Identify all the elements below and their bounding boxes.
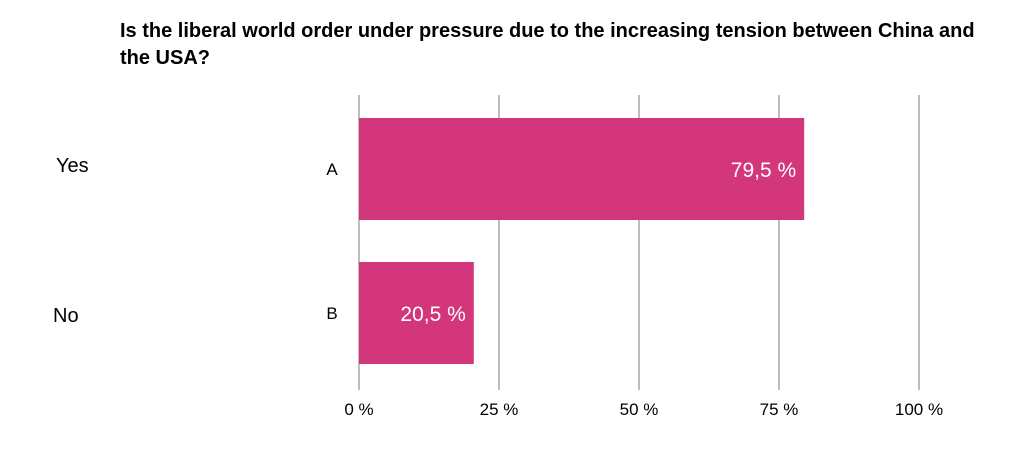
x-tick-label-25: 25 % — [480, 400, 519, 419]
x-tick-label-50: 50 % — [620, 400, 659, 419]
category-label-B: B — [326, 304, 337, 323]
bar-value-label-B: 20,5 % — [400, 303, 465, 326]
x-tick-label-100: 100 % — [895, 400, 943, 419]
category-label-A: A — [326, 160, 338, 179]
answer-label-no: No — [53, 305, 79, 327]
answer-label-yes: Yes — [56, 155, 89, 177]
bar-A — [359, 118, 805, 220]
bar-value-label-A: 79,5 % — [731, 159, 796, 182]
x-tick-label-75: 75 % — [760, 400, 799, 419]
x-tick-label-0: 0 % — [344, 400, 373, 419]
chart-title: Is the liberal world order under pressur… — [120, 20, 975, 69]
bar-B — [359, 262, 474, 364]
